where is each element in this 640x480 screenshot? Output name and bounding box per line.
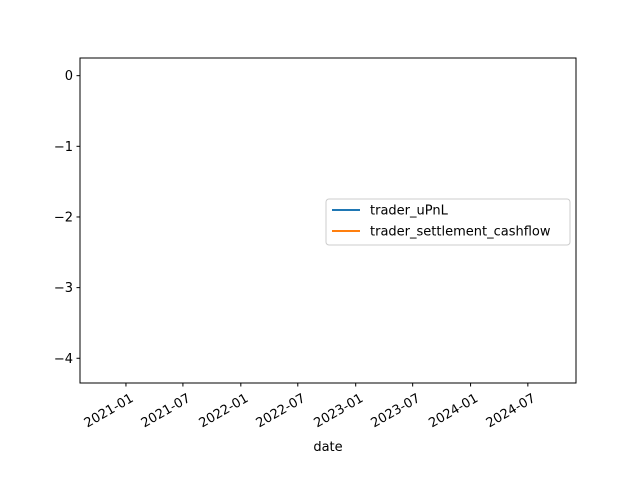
x-axis-title: date bbox=[313, 440, 342, 455]
plot-area-frame bbox=[79, 57, 577, 384]
x-tick-label: 2022-07 bbox=[254, 391, 309, 431]
x-tick-label: 2021-01 bbox=[82, 391, 137, 431]
x-tick-label: 2021-07 bbox=[139, 391, 194, 431]
y-tick-label: −1 bbox=[54, 140, 73, 155]
y-tick-label: −4 bbox=[54, 352, 73, 367]
y-tick-label: 0 bbox=[65, 69, 73, 84]
y-tick-label: −2 bbox=[54, 210, 73, 225]
x-tick-label: 2023-01 bbox=[312, 391, 367, 431]
x-tick-label: 2022-01 bbox=[197, 391, 252, 431]
x-tick-label: 2024-01 bbox=[426, 391, 481, 431]
legend-label-trader-upnl: trader_uPnL bbox=[370, 204, 449, 219]
x-axis: 2021-01 2021-07 2022-01 2022-07 2023-01 2023-… bbox=[82, 383, 538, 431]
y-tick-label: −3 bbox=[54, 281, 73, 296]
y-axis: 0 −1 −2 −3 −4 bbox=[54, 69, 80, 367]
legend-box bbox=[325, 198, 571, 246]
x-tick-label: 2023-07 bbox=[369, 391, 424, 431]
legend: trader_uPnL trader_settlement_cashflow bbox=[325, 198, 571, 246]
x-tick-label: 2024-07 bbox=[484, 391, 539, 431]
legend-label-trader-settlement-cashflow: trader_settlement_cashflow bbox=[370, 225, 551, 240]
